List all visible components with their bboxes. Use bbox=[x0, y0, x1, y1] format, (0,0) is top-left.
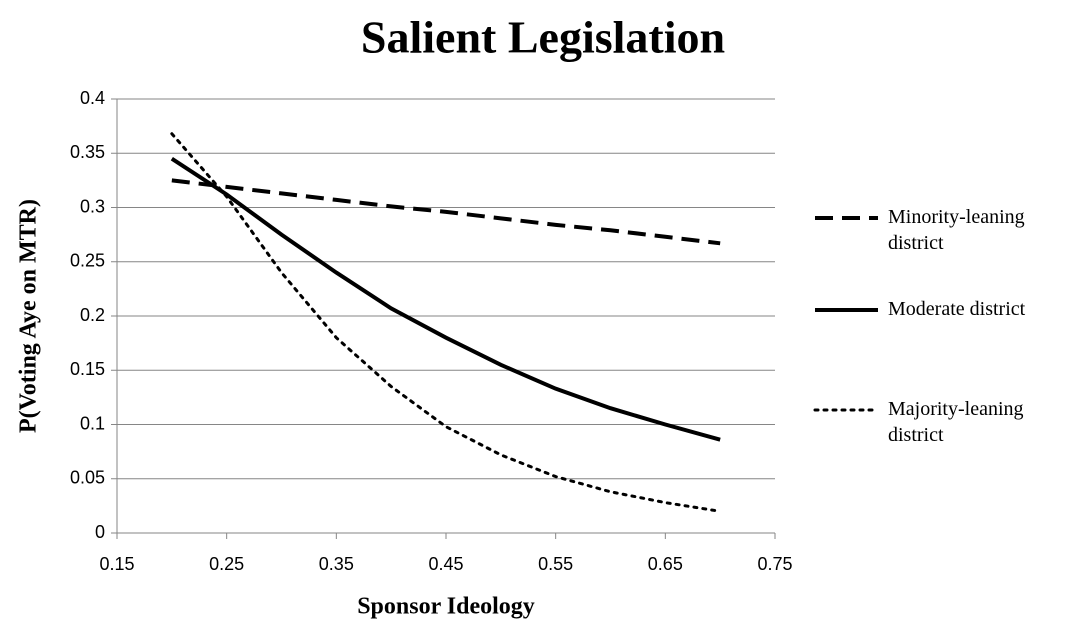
chart-title: Salient Legislation bbox=[361, 12, 725, 63]
x-tick-label: 0.55 bbox=[538, 554, 573, 574]
y-tick-label: 0.05 bbox=[70, 468, 105, 488]
y-tick-label: 0.3 bbox=[80, 196, 105, 216]
y-tick-label: 0.15 bbox=[70, 359, 105, 379]
x-tick-label: 0.65 bbox=[648, 554, 683, 574]
y-tick-label: 0.35 bbox=[70, 142, 105, 162]
x-tick-label: 0.35 bbox=[319, 554, 354, 574]
x-tick-label: 0.45 bbox=[428, 554, 463, 574]
line-series bbox=[171, 178, 721, 246]
legend-label: Minority-leaning district bbox=[888, 206, 1025, 254]
line-series bbox=[170, 157, 721, 442]
y-tick-label: 0.1 bbox=[80, 413, 105, 433]
line-series bbox=[170, 132, 722, 513]
x-tick-label: 0.15 bbox=[99, 554, 134, 574]
y-axis-label: P(Voting Aye on MTR) bbox=[16, 199, 42, 433]
y-tick-label: 0.2 bbox=[80, 305, 105, 325]
x-axis-label: Sponsor Ideology bbox=[357, 594, 535, 620]
legend-label: Moderate district bbox=[888, 298, 1026, 320]
y-tick-label: 0 bbox=[95, 522, 105, 542]
x-tick-label: 0.25 bbox=[209, 554, 244, 574]
y-tick-label: 0.25 bbox=[70, 251, 105, 271]
y-tick-label: 0.4 bbox=[80, 88, 105, 108]
x-tick-label: 0.75 bbox=[757, 554, 792, 574]
legend-label: Majority-leaning district bbox=[888, 398, 1024, 446]
